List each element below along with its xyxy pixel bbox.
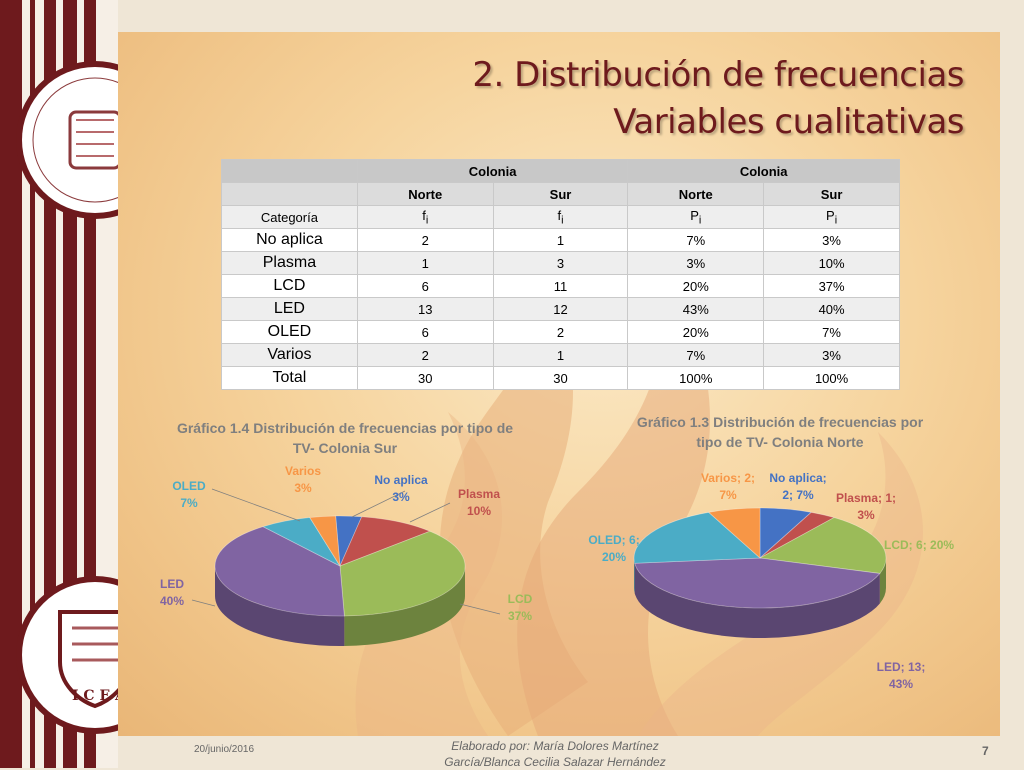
table-cell: 37% bbox=[763, 274, 900, 298]
table-cell: 6 bbox=[356, 320, 494, 344]
table-row: No aplica 2 1 7% 3% bbox=[221, 228, 900, 252]
pie-label-sur-led: LED 40% bbox=[159, 577, 185, 608]
table-cell: 30 bbox=[356, 366, 494, 390]
table-cell: 2 bbox=[356, 228, 494, 252]
pie-label-sur-no-aplica: No aplica 3% bbox=[374, 473, 428, 504]
pie-label-sur-oled: OLED 7% bbox=[172, 479, 206, 510]
table-cell: 40% bbox=[763, 297, 900, 321]
table-measure-cell: fi bbox=[356, 205, 494, 229]
table-sub-header: Norte bbox=[627, 182, 765, 206]
pie-label-sur-varios: Varios 3% bbox=[284, 464, 322, 495]
table-category-cell: LCD bbox=[221, 274, 358, 298]
table-row: LED 13 12 43% 40% bbox=[221, 297, 900, 321]
table-cell: 7% bbox=[763, 320, 900, 344]
table-corner-cell bbox=[221, 159, 358, 183]
table-cell: 20% bbox=[627, 320, 765, 344]
table-row: Plasma 1 3 3% 10% bbox=[221, 251, 900, 275]
table-cell: 7% bbox=[627, 343, 765, 367]
table-cell: 7% bbox=[627, 228, 765, 252]
table-cell: 100% bbox=[763, 366, 900, 390]
table-total-row: Total 30 30 100% 100% bbox=[221, 366, 900, 390]
table-group-header-row: Colonia Colonia bbox=[221, 159, 900, 183]
table-category-cell: Varios bbox=[221, 343, 358, 367]
table-cell: 2 bbox=[356, 343, 494, 367]
table-cell: 1 bbox=[356, 251, 494, 275]
pie-label-sur-plasma: Plasma 10% bbox=[457, 487, 501, 518]
table-cell: 43% bbox=[627, 297, 765, 321]
table-cell: 3% bbox=[763, 343, 900, 367]
table-cell: 3% bbox=[627, 251, 765, 275]
table-category-cell: LED bbox=[221, 297, 358, 321]
table-measure-cell: fi bbox=[492, 205, 629, 229]
table-row: Varios 2 1 7% 3% bbox=[221, 343, 900, 367]
svg-text:I C E A: I C E A bbox=[72, 688, 118, 704]
table-cell: 100% bbox=[627, 366, 765, 390]
table-cell: 12 bbox=[492, 297, 629, 321]
pie-label-norte-oled: OLED; 6; 20% bbox=[588, 533, 640, 564]
table-group-header: Colonia bbox=[627, 159, 900, 183]
pie-label-norte-plasma: Plasma; 1; 3% bbox=[835, 491, 897, 522]
table-cell: 1 bbox=[492, 343, 629, 367]
slide-title: 2. Distribución de frecuencias Variables… bbox=[472, 52, 964, 146]
table-cell: 6 bbox=[356, 274, 494, 298]
frequency-table: Colonia Colonia Norte Sur Norte Sur Cate… bbox=[221, 159, 900, 390]
table-cell: 30 bbox=[492, 366, 629, 390]
table-sub-header-row: Norte Sur Norte Sur bbox=[221, 182, 900, 206]
icea-logo bbox=[16, 576, 174, 734]
table-category-cell: Total bbox=[221, 366, 358, 390]
table-cell: 10% bbox=[763, 251, 900, 275]
chart-title-sur: Gráfico 1.4 Distribución de frecuencias … bbox=[176, 420, 514, 456]
table-measure-label: Categoría bbox=[221, 205, 358, 229]
footer-author: Elaborado por: María Dolores Martínez Ga… bbox=[444, 739, 666, 769]
pie-label-norte-varios: Varios; 2; 7% bbox=[700, 471, 756, 502]
table-measure-cell: Pi bbox=[763, 205, 900, 229]
table-category-cell: Plasma bbox=[221, 251, 358, 275]
table-category-cell: OLED bbox=[221, 320, 358, 344]
table-cell: 13 bbox=[356, 297, 494, 321]
university-seal-logo bbox=[16, 61, 174, 219]
table-sub-header: Norte bbox=[356, 182, 494, 206]
table-cell: 3% bbox=[763, 228, 900, 252]
pie-label-norte-no-aplica: No aplica; 2; 7% bbox=[769, 471, 827, 502]
slide-title-line2: Variables cualitativas bbox=[613, 102, 964, 142]
pie-label-sur-lcd: LCD 37% bbox=[507, 592, 533, 623]
table-sub-header: Sur bbox=[763, 182, 900, 206]
chart-title-norte: Gráfico 1.3 Distribución de frecuencias … bbox=[636, 414, 924, 450]
page-number: 7 bbox=[982, 744, 989, 758]
table-sub-header: Sur bbox=[492, 182, 629, 206]
slide-title-line1: 2. Distribución de frecuencias bbox=[472, 55, 964, 95]
table-measure-cell: Pi bbox=[627, 205, 765, 229]
table-cell: 3 bbox=[492, 251, 629, 275]
table-category-cell: No aplica bbox=[221, 228, 358, 252]
sidebar-decoration: I C E A bbox=[0, 0, 118, 768]
footer-date: 20/junio/2016 bbox=[194, 744, 255, 755]
table-row: OLED 6 2 20% 7% bbox=[221, 320, 900, 344]
table-measure-row: Categoría fi fi Pi Pi bbox=[221, 205, 900, 229]
pie-label-norte-led: LED; 13; 43% bbox=[876, 660, 926, 691]
table-cell: 1 bbox=[492, 228, 629, 252]
table-cell: 11 bbox=[492, 274, 629, 298]
table-corner-cell bbox=[221, 182, 358, 206]
table-row: LCD 6 11 20% 37% bbox=[221, 274, 900, 298]
table-group-header: Colonia bbox=[356, 159, 629, 183]
table-cell: 2 bbox=[492, 320, 629, 344]
table-cell: 20% bbox=[627, 274, 765, 298]
pie-label-norte-lcd: LCD; 6; 20% bbox=[884, 538, 955, 552]
